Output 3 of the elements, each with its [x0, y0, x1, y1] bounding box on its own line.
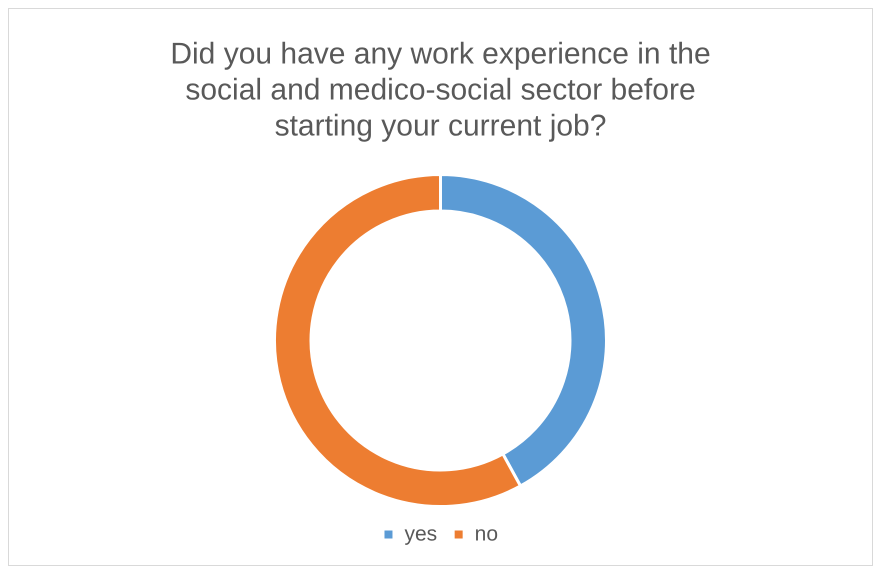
chart-title: Did you have any work experience in the social and medico-social sector before starting your current job? — [170, 37, 711, 142]
legend-label: yes — [404, 522, 438, 546]
legend-label: no — [474, 522, 498, 546]
